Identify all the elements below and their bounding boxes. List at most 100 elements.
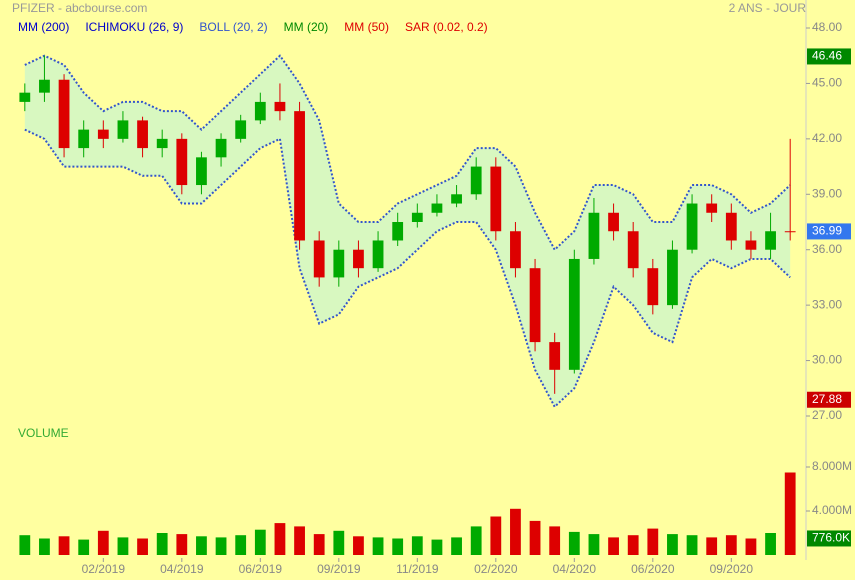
candle-body [215,138,227,158]
y-tick-label: 33.00 [812,297,842,311]
chart-title: PFIZER - abcbourse.com [12,1,147,15]
x-tick-label: 02/2020 [474,562,518,576]
volume-bar [451,537,462,555]
candle-body [784,231,796,233]
volume-tick-label: 8.000M [812,459,852,473]
value-tag-bg [807,530,851,547]
x-tick-label: 02/2019 [82,562,126,576]
candle-body [588,212,600,259]
volume-bar [274,523,286,555]
volume-bar [686,535,698,555]
candle-body [58,79,70,149]
candle-body [608,212,619,232]
candle-body [274,101,286,112]
period-label: 2 ANS - JOUR [729,1,807,15]
volume-title: VOLUME [18,426,69,440]
candle-body [627,231,639,269]
volume-bar [333,530,345,555]
candle-body [372,240,384,269]
volume-bar [745,538,757,555]
volume-bar [490,516,502,555]
bollinger-fill [24,55,791,407]
legend-entry: MM (200) [18,20,69,34]
candle-body [392,222,404,241]
volume-bar [647,528,659,555]
candle-body [411,212,423,222]
candle-body [470,166,482,195]
volume-bar [39,538,50,555]
volume-bar [176,534,188,555]
volume-bar [313,534,325,555]
legend-entry: BOLL (20, 2) [199,20,267,34]
y-tick-label: 27.00 [812,408,842,422]
candle-body [254,101,266,121]
volume-bar [78,539,90,555]
value-tag: 36.99 [812,224,842,238]
volume-bar [588,534,600,555]
volume-bar [294,526,305,555]
candle-body [745,240,757,250]
y-tick-label: 39.00 [812,186,842,200]
value-tag: 46.46 [812,49,842,63]
candle-body [667,249,678,306]
volume-bar [431,539,443,555]
candle-body [510,231,521,269]
bollinger-lower [24,128,791,409]
volume-bar [568,531,580,555]
y-tick-label: 36.00 [812,242,842,256]
volume-bar [529,520,541,555]
candle-body [568,258,580,370]
candle-body [431,203,443,213]
volume-bar [97,530,109,555]
candle-body [353,249,364,269]
legend-entry: MM (20) [284,20,329,34]
volume-bar [196,536,207,555]
candle-body [19,92,31,102]
bollinger-upper [24,54,791,252]
value-tag-bg [807,391,851,408]
x-tick-label: 11/2019 [396,562,439,576]
volume-bar [706,537,718,555]
value-tag: 776.0K [812,531,850,545]
candle-body [156,138,168,149]
x-tick-label: 09/2020 [710,562,754,576]
volume-bar [411,536,423,555]
value-tag-bg [807,223,851,240]
volume-bar [608,537,619,555]
candle-body [117,120,129,139]
volume-bar [19,535,31,555]
candle-body [529,268,541,343]
volume-bar [137,538,148,555]
volume-bar [215,537,227,555]
x-tick-label: 06/2020 [631,562,675,576]
y-tick-label: 42.00 [812,131,842,145]
y-tick-label: 45.00 [812,76,842,90]
candle-body [549,342,561,370]
legend-entry: SAR (0.02, 0.2) [405,20,488,34]
candle-body [765,231,776,250]
candle-body [294,111,305,241]
value-tag-bg [807,48,851,65]
volume-bar [235,535,247,555]
volume-tick-label: 4.000M [812,503,852,517]
value-tag: 27.88 [812,392,842,406]
volume-bar [254,529,266,555]
candle-body [490,166,502,232]
volume-bar [392,538,404,555]
candle-body [78,129,90,149]
volume-bar [510,508,521,555]
candle-body [725,212,737,241]
candle-body [451,194,462,204]
candle-body [137,120,148,149]
legend-entry: ICHIMOKU (26, 9) [85,20,183,34]
x-tick-label: 04/2020 [553,562,597,576]
candle-body [706,203,718,213]
x-tick-label: 09/2019 [317,562,361,576]
volume-bar [725,535,737,555]
candle-body [686,203,698,250]
candle-body [196,157,207,186]
volume-bar [372,537,384,555]
y-tick-label: 30.00 [812,353,842,367]
candle-body [97,129,109,139]
